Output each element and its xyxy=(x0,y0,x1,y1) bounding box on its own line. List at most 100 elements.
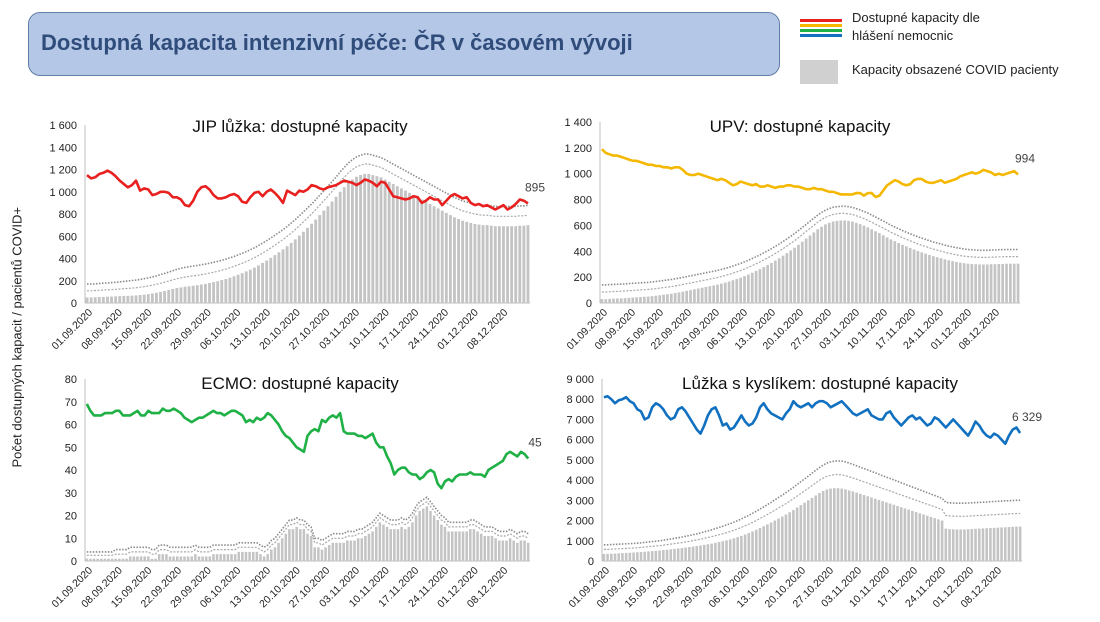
covid-bar xyxy=(458,531,461,561)
covid-bar xyxy=(422,508,425,561)
covid-bar xyxy=(700,287,704,303)
y-tick-label: 30 xyxy=(65,488,77,500)
covid-bar xyxy=(874,231,877,303)
covid-bar xyxy=(889,239,893,303)
covid-bar xyxy=(821,491,825,561)
covid-bar xyxy=(277,252,281,303)
covid-bar xyxy=(356,538,360,561)
covid-bar xyxy=(97,296,101,303)
covid-bar xyxy=(232,276,236,303)
legend-lines-label-2: hlášení nemocnic xyxy=(852,28,954,43)
covid-bar xyxy=(992,527,996,561)
covid-bar xyxy=(789,250,793,303)
legend-bar-swatch xyxy=(800,60,838,84)
covid-bar xyxy=(154,558,157,561)
covid-bar xyxy=(688,547,691,561)
covid-bar xyxy=(824,224,827,303)
covid-bar xyxy=(132,556,136,561)
covid-bar xyxy=(317,547,320,561)
covid-bar xyxy=(623,298,627,303)
covid-bar xyxy=(85,558,89,561)
covid-bar xyxy=(224,278,228,303)
last-value-label: 994 xyxy=(1015,151,1035,165)
chart-upv: UPV: dostupné kapacity 0 200 400 600 800 1 000… xyxy=(564,117,1035,352)
covid-bar xyxy=(800,241,804,303)
covid-bar xyxy=(255,551,259,561)
covid-bar xyxy=(270,549,273,562)
covid-bar xyxy=(204,556,208,561)
covid-bar xyxy=(201,556,204,561)
y-tick-label: 5 000 xyxy=(566,455,594,467)
covid-bar xyxy=(897,243,900,303)
covid-bar xyxy=(208,556,212,561)
covid-bar xyxy=(615,298,619,303)
covid-bar xyxy=(702,544,706,561)
covid-bar xyxy=(497,540,501,561)
covid-bar xyxy=(490,535,494,561)
covid-bar xyxy=(414,515,418,561)
covid-bar xyxy=(797,244,800,303)
covid-bar xyxy=(951,261,954,303)
covid-bar xyxy=(248,269,252,304)
covid-bar xyxy=(241,551,244,561)
covid-bar xyxy=(677,292,681,303)
covid-bar xyxy=(107,558,110,561)
covid-bar xyxy=(335,542,338,561)
covid-bar xyxy=(223,554,226,561)
covid-bar xyxy=(167,289,171,303)
covid-bar xyxy=(399,188,403,303)
covid-bar xyxy=(854,222,858,303)
covid-bar xyxy=(183,556,186,561)
covid-bar xyxy=(669,549,673,561)
last-value-label: 6 329 xyxy=(1012,410,1042,424)
y-tick-label: 0 xyxy=(586,298,592,310)
y-tick-label: 200 xyxy=(59,276,77,288)
covid-bar xyxy=(508,538,512,561)
covid-bar xyxy=(740,535,743,561)
y-tick-label: 7 000 xyxy=(566,414,594,426)
covid-bar xyxy=(497,226,501,303)
covid-bar xyxy=(519,540,523,561)
covid-bar xyxy=(912,249,916,303)
covid-bar xyxy=(251,551,255,561)
covid-bar xyxy=(233,554,237,561)
covid-bar xyxy=(261,262,265,303)
covid-bar xyxy=(342,542,345,561)
covid-bar xyxy=(862,225,866,303)
covid-bar xyxy=(523,540,526,561)
covid-bar xyxy=(136,556,139,561)
covid-bar xyxy=(1009,263,1012,303)
covid-bar xyxy=(739,277,742,303)
covid-bar xyxy=(669,293,673,303)
covid-bar xyxy=(424,201,428,303)
covid-bar xyxy=(680,548,684,561)
covid-bar xyxy=(101,296,105,303)
capacity-line xyxy=(603,394,1022,445)
covid-bar xyxy=(831,221,835,303)
covid-bar xyxy=(654,550,658,561)
covid-bar xyxy=(888,503,892,561)
covid-bar xyxy=(171,288,175,303)
covid-bar xyxy=(277,542,280,561)
covid-bar xyxy=(747,533,751,561)
covid-bar xyxy=(627,297,631,303)
covid-bar xyxy=(257,265,260,303)
covid-bar xyxy=(795,507,799,561)
covid-bar xyxy=(396,529,400,561)
covid-bar xyxy=(429,510,432,561)
covid-bar xyxy=(997,263,1001,303)
covid-bar xyxy=(367,173,371,303)
covid-bar xyxy=(708,286,712,303)
covid-bar xyxy=(334,196,338,303)
covid-bar xyxy=(371,175,375,303)
covid-bar xyxy=(179,556,183,561)
covid-bar xyxy=(751,531,754,561)
covid-bar xyxy=(416,197,420,303)
covid-bar xyxy=(281,249,285,303)
covid-bar xyxy=(1012,263,1016,303)
covid-bar xyxy=(175,288,179,303)
covid-bar xyxy=(353,540,356,561)
covid-bar xyxy=(773,520,777,561)
covid-bar xyxy=(411,522,414,561)
covid-bar xyxy=(248,551,251,561)
